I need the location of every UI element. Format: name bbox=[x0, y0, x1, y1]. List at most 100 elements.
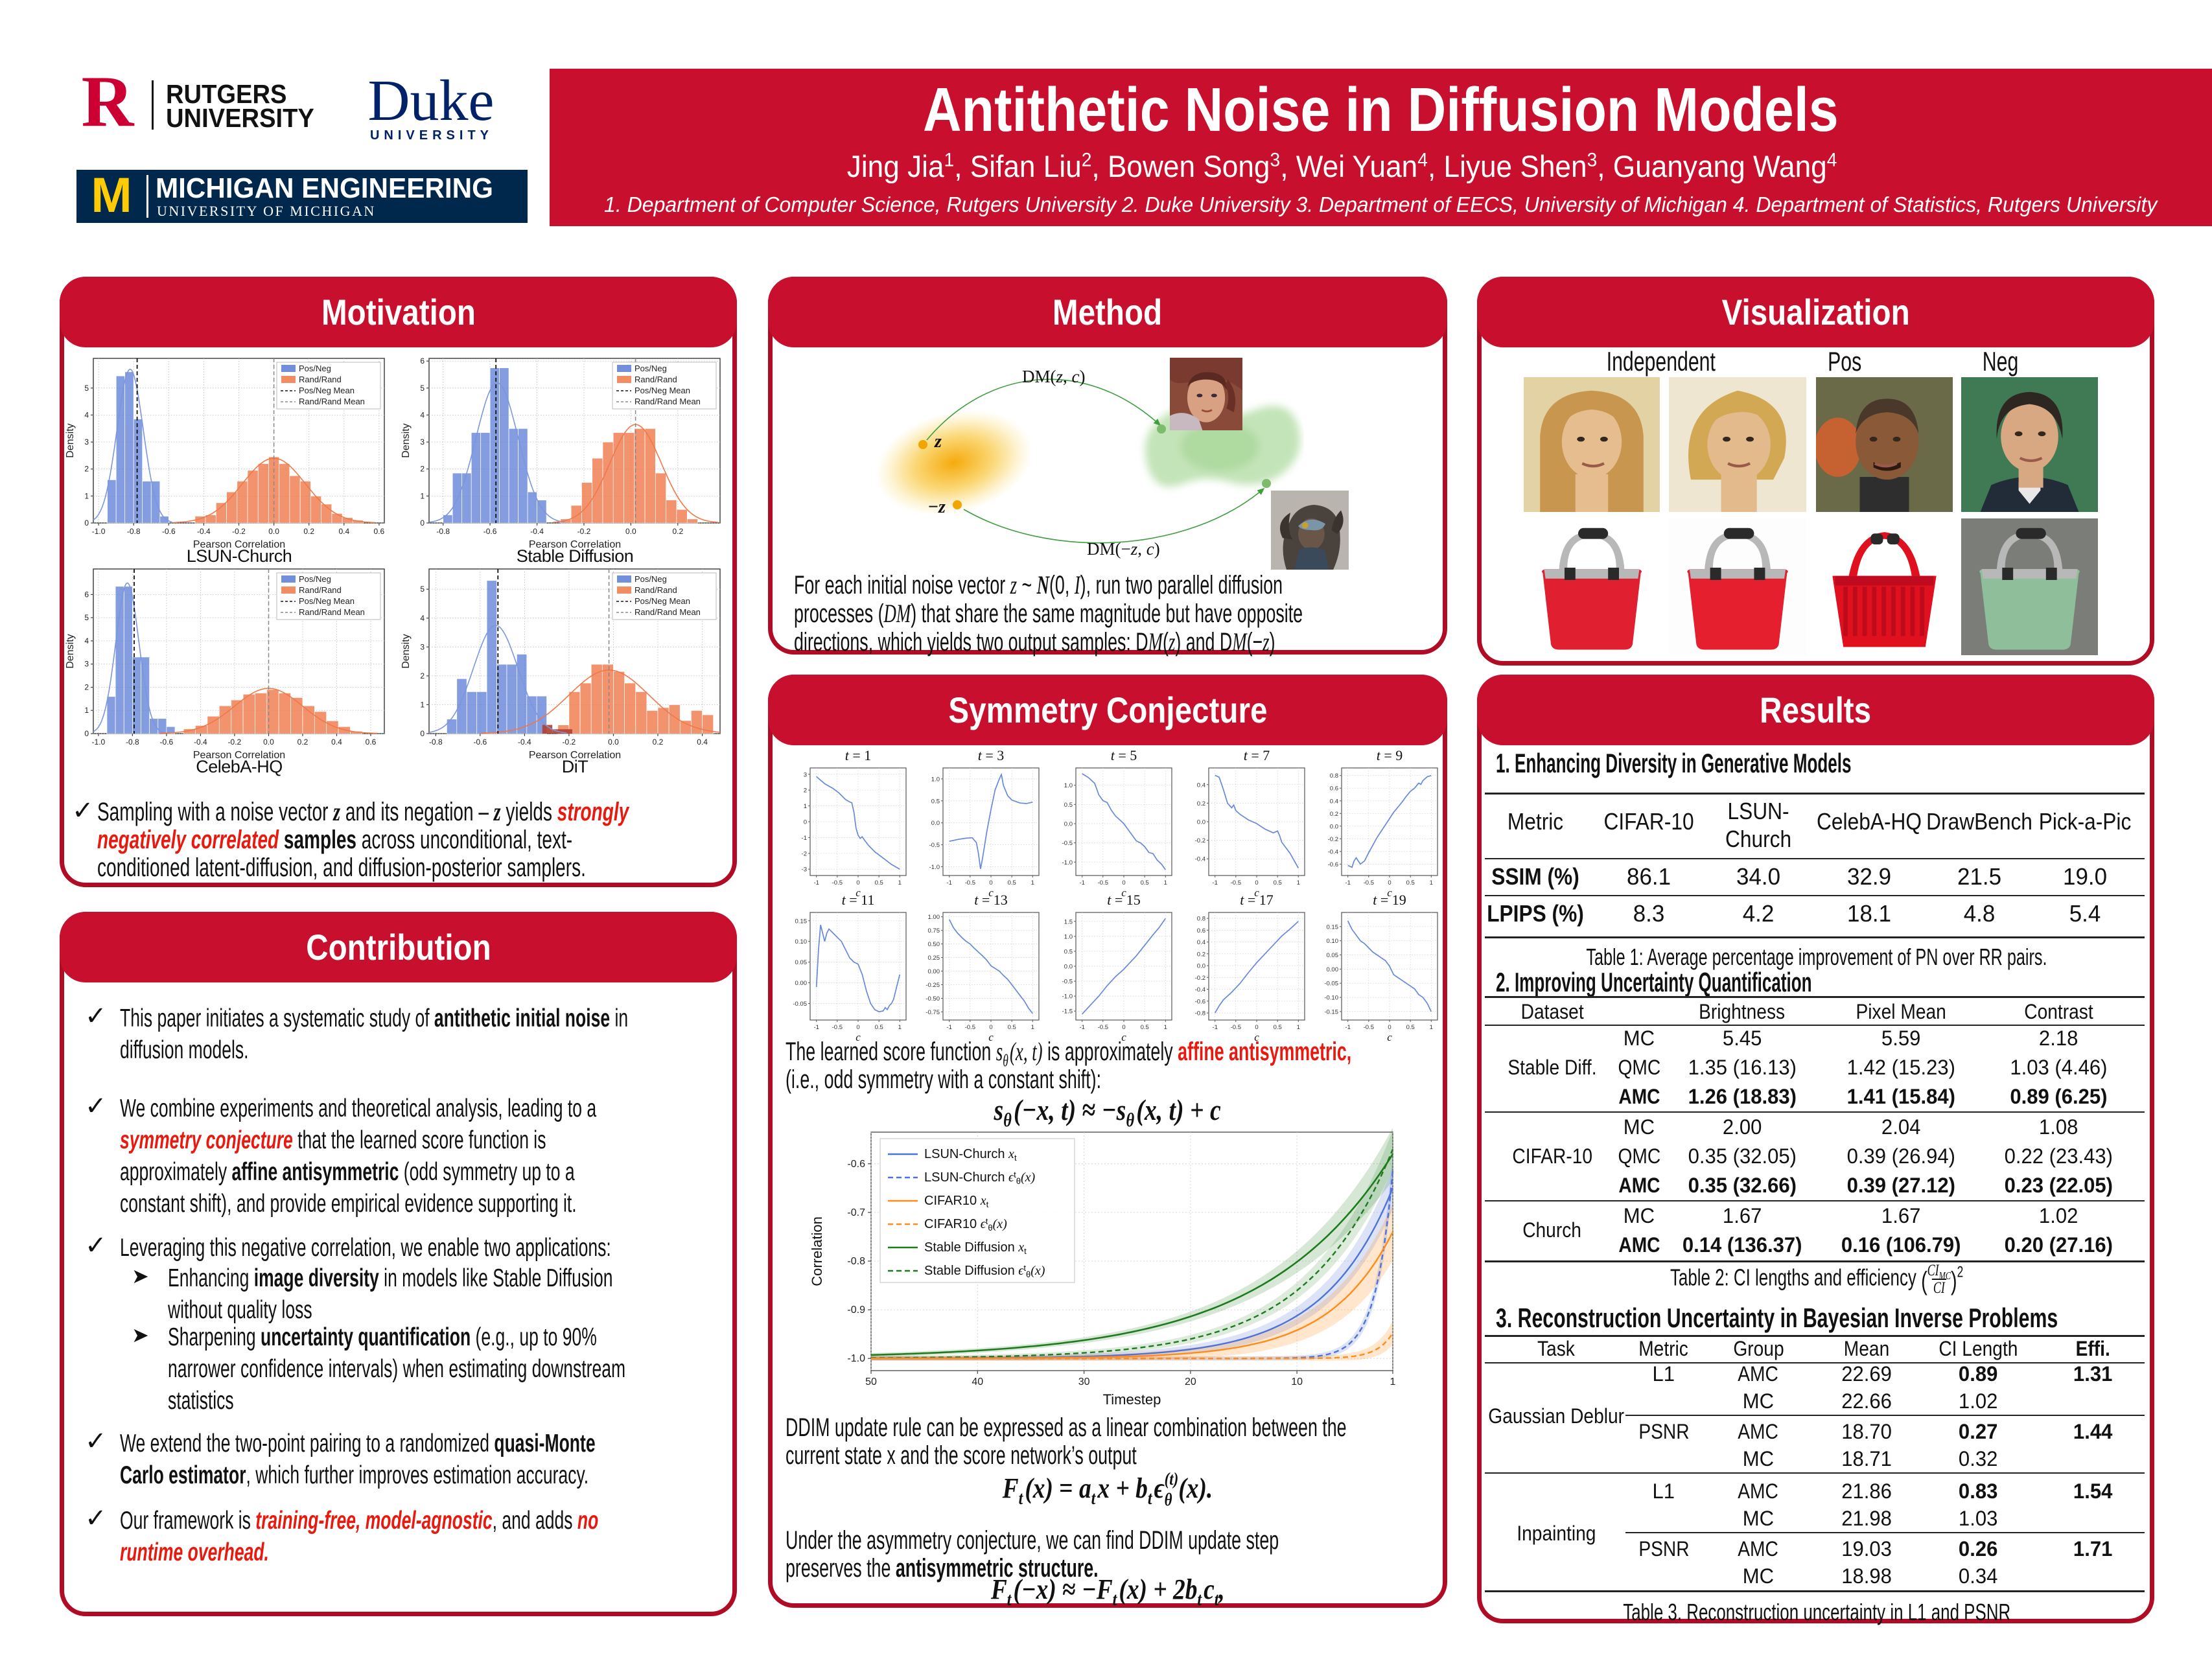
svg-text:-0.2: -0.2 bbox=[563, 737, 576, 747]
svg-text:t = 7: t = 7 bbox=[1244, 748, 1270, 763]
svg-text:Pearson Correlation: Pearson Correlation bbox=[193, 539, 285, 550]
svg-text:-0.6: -0.6 bbox=[847, 1159, 865, 1170]
svg-text:1: 1 bbox=[1430, 1024, 1433, 1031]
svg-text:1: 1 bbox=[1164, 1024, 1167, 1031]
svg-text:-0.2: -0.2 bbox=[1195, 975, 1205, 982]
svg-text:-0.6: -0.6 bbox=[1328, 861, 1338, 868]
svg-text:-1.0: -1.0 bbox=[847, 1353, 865, 1364]
svg-text:-0.5: -0.5 bbox=[832, 1024, 843, 1031]
svg-text:LSUN-Church ϵtθ(x): LSUN-Church ϵtθ(x) bbox=[924, 1170, 1036, 1186]
svg-text:0.5: 0.5 bbox=[1274, 1024, 1282, 1031]
svg-text:t = 3: t = 3 bbox=[978, 748, 1005, 763]
svg-text:0.10: 0.10 bbox=[1327, 938, 1339, 945]
svg-text:Rand/Rand Mean: Rand/Rand Mean bbox=[299, 397, 365, 406]
svg-text:0.0: 0.0 bbox=[1330, 823, 1338, 830]
svg-text:LSUN-Church: LSUN-Church bbox=[187, 546, 292, 566]
svg-text:Correlation: Correlation bbox=[809, 1216, 825, 1286]
svg-text:-0.4: -0.4 bbox=[194, 737, 207, 747]
svg-text:1.5: 1.5 bbox=[1064, 918, 1073, 925]
svg-text:-0.4: -0.4 bbox=[530, 527, 544, 536]
svg-text:CelebA-HQ: CelebA-HQ bbox=[196, 757, 283, 776]
svg-text:-0.2: -0.2 bbox=[232, 527, 246, 536]
svg-text:30: 30 bbox=[1078, 1376, 1090, 1387]
svg-text:0.2: 0.2 bbox=[1197, 951, 1205, 958]
svg-text:2: 2 bbox=[84, 683, 89, 692]
svg-text:-0.5: -0.5 bbox=[1098, 1024, 1108, 1031]
svg-text:-2: -2 bbox=[802, 850, 807, 857]
svg-text:-0.5: -0.5 bbox=[1231, 1024, 1241, 1031]
svg-text:t = 19: t = 19 bbox=[1373, 893, 1406, 908]
svg-text:0.05: 0.05 bbox=[795, 959, 808, 966]
svg-text:c: c bbox=[856, 887, 861, 899]
svg-text:-3: -3 bbox=[802, 866, 807, 874]
svg-text:0.5: 0.5 bbox=[1141, 1024, 1149, 1031]
svg-text:-0.2: -0.2 bbox=[1195, 837, 1205, 844]
svg-text:c: c bbox=[1254, 1031, 1259, 1043]
svg-text:1: 1 bbox=[1390, 1376, 1396, 1387]
svg-text:0.0: 0.0 bbox=[608, 737, 619, 747]
svg-text:0.00: 0.00 bbox=[795, 980, 808, 987]
svg-text:Rand/Rand: Rand/Rand bbox=[634, 375, 677, 384]
svg-text:0: 0 bbox=[420, 729, 425, 738]
svg-text:0.5: 0.5 bbox=[1141, 879, 1149, 887]
svg-text:-0.8: -0.8 bbox=[429, 737, 443, 747]
svg-text:1: 1 bbox=[1164, 879, 1167, 887]
svg-text:t = 11: t = 11 bbox=[842, 893, 875, 908]
svg-text:t = 17: t = 17 bbox=[1240, 893, 1274, 908]
svg-text:0.0: 0.0 bbox=[1197, 963, 1205, 970]
svg-text:0.5: 0.5 bbox=[931, 798, 940, 805]
svg-text:Pos/Neg: Pos/Neg bbox=[634, 574, 667, 584]
svg-text:0.25: 0.25 bbox=[928, 955, 940, 962]
svg-text:c: c bbox=[1387, 1031, 1392, 1043]
svg-text:4: 4 bbox=[420, 410, 425, 419]
svg-text:-0.8: -0.8 bbox=[126, 737, 139, 747]
svg-text:0.0: 0.0 bbox=[268, 527, 279, 536]
svg-text:0.4: 0.4 bbox=[697, 737, 708, 747]
svg-text:-1: -1 bbox=[1079, 1024, 1084, 1031]
svg-text:-1: -1 bbox=[1345, 1024, 1350, 1031]
svg-text:Rand/Rand Mean: Rand/Rand Mean bbox=[634, 397, 701, 406]
svg-text:0.2: 0.2 bbox=[672, 527, 683, 536]
svg-text:-0.5: -0.5 bbox=[1098, 879, 1108, 887]
svg-text:-1.0: -1.0 bbox=[92, 737, 106, 747]
svg-text:1: 1 bbox=[1297, 879, 1300, 887]
svg-text:0.0: 0.0 bbox=[1197, 819, 1205, 826]
svg-text:2: 2 bbox=[420, 465, 425, 474]
svg-text:0.5: 0.5 bbox=[1008, 1024, 1016, 1031]
svg-text:0.2: 0.2 bbox=[303, 527, 314, 536]
svg-text:1: 1 bbox=[84, 706, 89, 715]
svg-text:3: 3 bbox=[804, 771, 807, 778]
svg-text:Rand/Rand Mean: Rand/Rand Mean bbox=[634, 607, 701, 617]
svg-text:0.00: 0.00 bbox=[928, 968, 940, 975]
svg-text:Pos/Neg Mean: Pos/Neg Mean bbox=[299, 596, 355, 606]
svg-text:0.0: 0.0 bbox=[1064, 964, 1073, 971]
svg-text:-0.4: -0.4 bbox=[1195, 986, 1205, 993]
svg-text:40: 40 bbox=[972, 1376, 983, 1387]
svg-text:Pos/Neg Mean: Pos/Neg Mean bbox=[634, 386, 690, 395]
svg-text:Rand/Rand: Rand/Rand bbox=[634, 585, 677, 595]
svg-text:Density: Density bbox=[65, 634, 76, 668]
svg-text:0.5: 0.5 bbox=[1064, 948, 1073, 955]
svg-text:0.15: 0.15 bbox=[795, 918, 808, 925]
svg-text:-1: -1 bbox=[946, 879, 951, 887]
svg-text:0: 0 bbox=[989, 1024, 992, 1031]
svg-text:0: 0 bbox=[804, 819, 807, 826]
svg-text:0.2: 0.2 bbox=[653, 737, 664, 747]
svg-text:-0.6: -0.6 bbox=[162, 527, 176, 536]
svg-text:Pos/Neg Mean: Pos/Neg Mean bbox=[299, 386, 355, 395]
svg-text:-0.5: -0.5 bbox=[965, 879, 975, 887]
svg-text:-0.10: -0.10 bbox=[1324, 995, 1338, 1002]
svg-text:1.0: 1.0 bbox=[931, 776, 940, 783]
svg-text:0.4: 0.4 bbox=[338, 527, 349, 536]
svg-text:Density: Density bbox=[401, 423, 412, 458]
svg-text:-1: -1 bbox=[813, 1024, 819, 1031]
svg-text:0.10: 0.10 bbox=[795, 938, 808, 946]
svg-text:1: 1 bbox=[898, 879, 902, 887]
svg-text:Pearson Correlation: Pearson Correlation bbox=[529, 539, 621, 550]
svg-text:0.5: 0.5 bbox=[1008, 879, 1016, 887]
svg-text:-0.5: -0.5 bbox=[1364, 879, 1374, 887]
svg-text:-0.5: -0.5 bbox=[1062, 979, 1073, 986]
svg-text:Density: Density bbox=[401, 634, 412, 668]
svg-text:-0.4: -0.4 bbox=[197, 527, 211, 536]
svg-text:-1: -1 bbox=[946, 1024, 951, 1031]
